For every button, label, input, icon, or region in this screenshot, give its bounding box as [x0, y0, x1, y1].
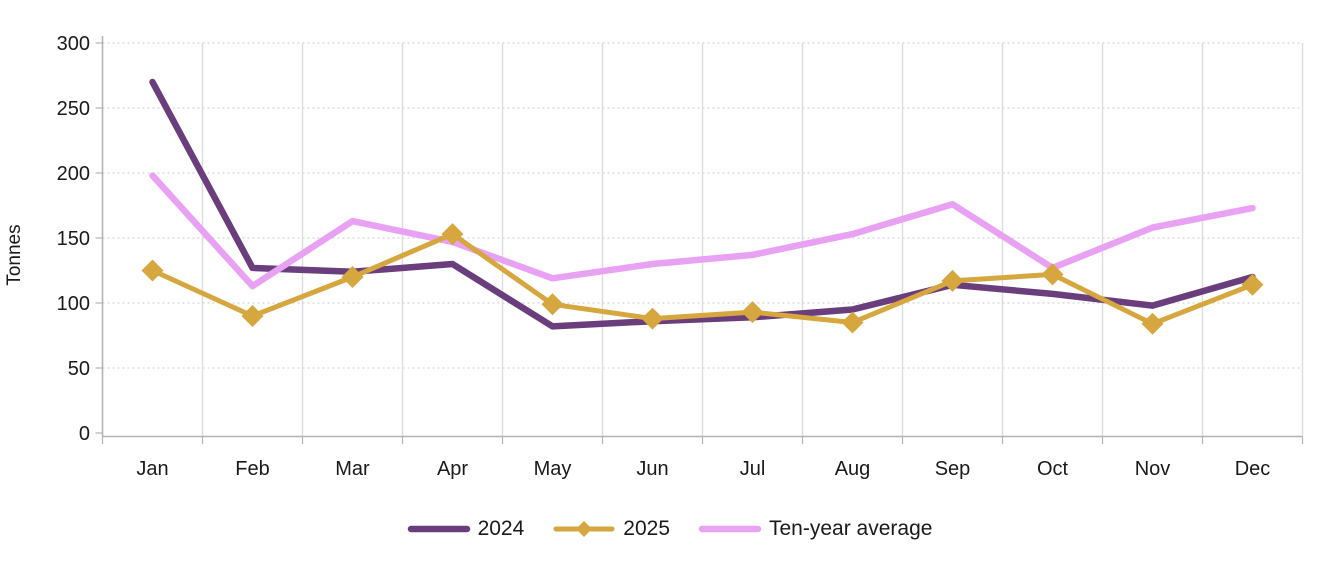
x-tick-label: May [534, 458, 572, 480]
x-tick-label: Jun [636, 458, 668, 480]
x-tick-label: Nov [1135, 458, 1171, 480]
data-point-marker-2025 [841, 311, 864, 334]
y-tick-label: 100 [57, 293, 90, 315]
y-tick-label: 300 [57, 33, 90, 55]
y-tick-label: 150 [57, 228, 90, 250]
data-point-marker-2025 [341, 266, 364, 288]
x-tick-label: Feb [235, 458, 269, 480]
legend-label: 2024 [477, 517, 525, 540]
plot-area: 0 50 100 150 200 250 300 Jan Feb Mar Apr May Jun Jul A… [4, 33, 1304, 480]
data-point-marker-2025 [1041, 263, 1064, 286]
y-tick-label: 50 [68, 358, 90, 380]
series-line-ten-year-average [149, 172, 1256, 290]
y-axis-title: Tonnes [4, 224, 25, 285]
data-point-marker-2025 [141, 259, 164, 282]
legend-item-2025: 2025 [552, 517, 670, 541]
data-point-marker-2025 [941, 269, 964, 292]
data-point-marker-2025 [241, 305, 264, 327]
series-line-2025 [150, 231, 1255, 327]
legend-item-ten-year-average: Ten-year average [698, 517, 932, 541]
data-point-marker-2025 [1141, 312, 1164, 335]
y-tick-label: 0 [79, 423, 90, 445]
legend-label: 2025 [623, 517, 670, 540]
x-tick-label: Sep [935, 458, 971, 480]
x-tick-label: Oct [1037, 458, 1069, 480]
legend-swatch-2025 [553, 521, 615, 537]
legend-item-2024: 2024 [407, 517, 525, 541]
x-tick-label: Jul [740, 458, 766, 480]
x-tick-label: Apr [437, 458, 468, 480]
legend: 2024 2025 Ten-year average [0, 517, 1339, 541]
data-point-marker-2025 [441, 223, 464, 246]
x-tick-label: Aug [835, 458, 871, 480]
data-point-marker-2025 [541, 293, 564, 316]
data-point-marker-2025 [641, 307, 664, 330]
y-tick-label: 200 [57, 163, 90, 185]
data-point-marker-2025 [1241, 273, 1264, 296]
x-tick-label: Dec [1235, 458, 1271, 480]
data-point-marker-2025 [741, 301, 764, 324]
legend-swatch-2024 [407, 525, 470, 533]
y-tick-label: 250 [57, 98, 90, 120]
series-line-2024 [149, 78, 1256, 330]
legend-swatch-ten-year-average [698, 525, 762, 533]
x-tick-label: Mar [335, 458, 370, 480]
x-tick-label: Jan [136, 458, 168, 480]
legend-label: Ten-year average [769, 517, 933, 540]
